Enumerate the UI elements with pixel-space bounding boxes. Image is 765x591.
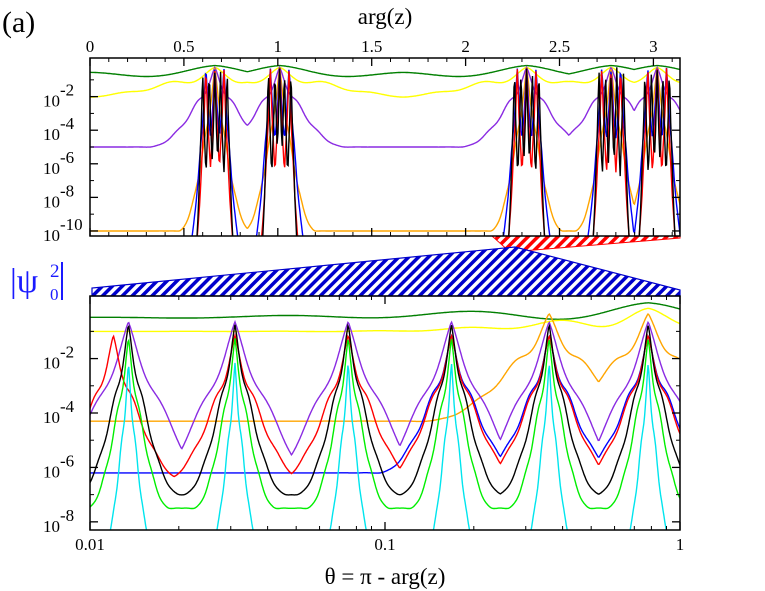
x-tick-label: 2 <box>461 37 470 56</box>
ylabel-subscript: 0 <box>50 285 59 304</box>
bottom-curves <box>90 302 680 530</box>
series-violet-line <box>90 319 680 457</box>
series-black-line <box>90 323 680 496</box>
x-tick-label: 0.1 <box>374 535 395 554</box>
y-tick-label: 10 <box>43 226 60 245</box>
y-tick-exponent: -4 <box>60 397 75 416</box>
top-frame <box>89 57 681 237</box>
y-tick-exponent: -2 <box>60 343 74 362</box>
x-tick-label: 0 <box>86 37 95 56</box>
series-orange-line <box>90 67 680 232</box>
top-axis-title: arg(z) <box>358 4 412 29</box>
series-green2-line <box>90 338 680 510</box>
x-tick-label: 1 <box>274 37 283 56</box>
y-tick-label: 10 <box>43 192 60 211</box>
y-tick-exponent: -6 <box>60 451 74 470</box>
x-tick-label: 1 <box>676 535 685 554</box>
series-green-line <box>90 302 680 320</box>
y-tick-exponent: -2 <box>60 81 74 100</box>
series-red-line <box>90 332 680 478</box>
y-tick-exponent: -8 <box>60 506 74 525</box>
y-tick-label: 10 <box>43 159 60 178</box>
y-tick-label: 10 <box>43 125 60 144</box>
series-violet-line <box>90 65 680 148</box>
x-tick-label: 0.5 <box>173 37 194 56</box>
y-tick-exponent: -10 <box>60 215 83 234</box>
series-yellow-line <box>90 66 680 98</box>
top-curves <box>90 64 680 236</box>
series-cyan-line <box>109 362 667 530</box>
panel-label: (a) <box>2 6 35 39</box>
x-tick-label: 2.5 <box>549 37 570 56</box>
series-orange-line <box>90 312 680 423</box>
y-tick-exponent: -4 <box>60 114 75 133</box>
y-tick-label: 10 <box>43 462 60 481</box>
y-tick-label: 10 <box>43 92 60 111</box>
bottom-frame <box>89 295 681 531</box>
x-tick-label: 1.5 <box>361 37 382 56</box>
x-tick-label: 0.01 <box>75 535 105 554</box>
zoom-wedge-blue <box>91 246 681 297</box>
y-tick-exponent: -8 <box>60 181 74 200</box>
bottom-ticks: 0.01 0.1 110-810-610-410-2 <box>43 296 684 554</box>
bottom-panel: 0.01 0.1 110-810-610-410-2 <box>43 295 684 554</box>
ylabel-main: |ψ <box>10 263 38 300</box>
ylabel-superscript: 2 <box>50 261 60 282</box>
series-red-line <box>196 68 676 236</box>
y-tick-label: 10 <box>43 408 60 427</box>
series-blue-line <box>191 67 680 236</box>
bottom-axis-title: θ = π - arg(z) <box>325 564 446 589</box>
x-tick-label: 3 <box>649 37 658 56</box>
y-tick-label: 10 <box>43 354 60 373</box>
y-tick-label: 10 <box>43 517 60 536</box>
series-green-line <box>90 64 680 78</box>
y-axis-label: |ψ 0 2 <box>10 261 63 304</box>
series-yellow-line <box>90 307 680 333</box>
y-tick-exponent: -6 <box>60 148 74 167</box>
series-blue-line <box>90 333 680 474</box>
